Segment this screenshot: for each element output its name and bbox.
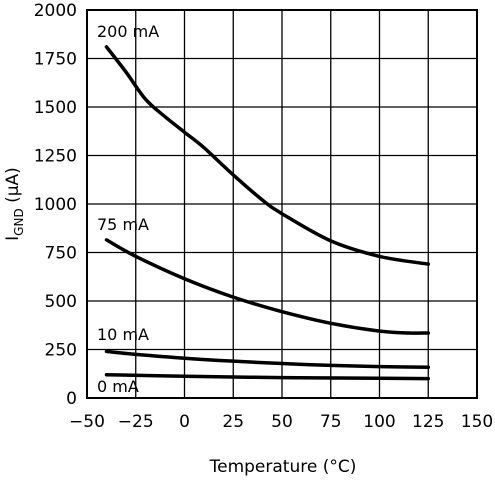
series-label-0ma: 0 mA	[97, 377, 139, 396]
series-line-75ma	[104, 238, 431, 335]
y-tick-label-750: 750	[45, 244, 77, 264]
series-line-10ma	[104, 349, 431, 370]
series-line-200ma	[104, 45, 431, 266]
series-label-75ma: 75 mA	[97, 215, 149, 234]
series-label-200ma: 200 mA	[97, 22, 159, 41]
y-tick-label-0: 0	[66, 389, 77, 409]
x-tick-label-0: 0	[179, 412, 190, 432]
x-tick-label-100: 100	[363, 412, 395, 432]
y-tick-label-1500: 1500	[34, 98, 77, 118]
x-axis-title: Temperature (°C)	[209, 457, 357, 477]
y-tick-label-250: 250	[45, 341, 77, 361]
x-tick-label-25: 25	[222, 412, 244, 432]
y-tick-label-2000: 2000	[34, 1, 77, 21]
y-tick-label-500: 500	[45, 292, 77, 312]
x-tick-labels: −50 −25 0 25 50 75 100 125 150	[69, 412, 493, 432]
y-axis-title-unit: (µA)	[3, 167, 23, 208]
y-axis-title-main: I	[3, 236, 23, 241]
y-tick-label-1250: 1250	[34, 147, 77, 167]
y-tick-label-1750: 1750	[34, 50, 77, 70]
y-tick-label-1000: 1000	[34, 195, 77, 215]
series-group	[104, 45, 431, 381]
x-tick-label-50: 50	[271, 412, 293, 432]
series-label-10ma: 10 mA	[97, 325, 149, 344]
x-tick-label--50: −50	[69, 412, 105, 432]
x-tick-label--25: −25	[118, 412, 154, 432]
series-line-0ma	[104, 372, 431, 381]
x-tick-label-150: 150	[461, 412, 493, 432]
y-axis-title-subscript: GND	[12, 208, 26, 236]
y-axis-title: IGND (µA)	[3, 167, 26, 241]
x-tick-label-125: 125	[412, 412, 444, 432]
x-tick-label-75: 75	[320, 412, 342, 432]
plot-frame	[86, 9, 478, 399]
y-tick-labels: 0 250 500 750 1000 1250 1500 1750 2000	[34, 1, 77, 409]
